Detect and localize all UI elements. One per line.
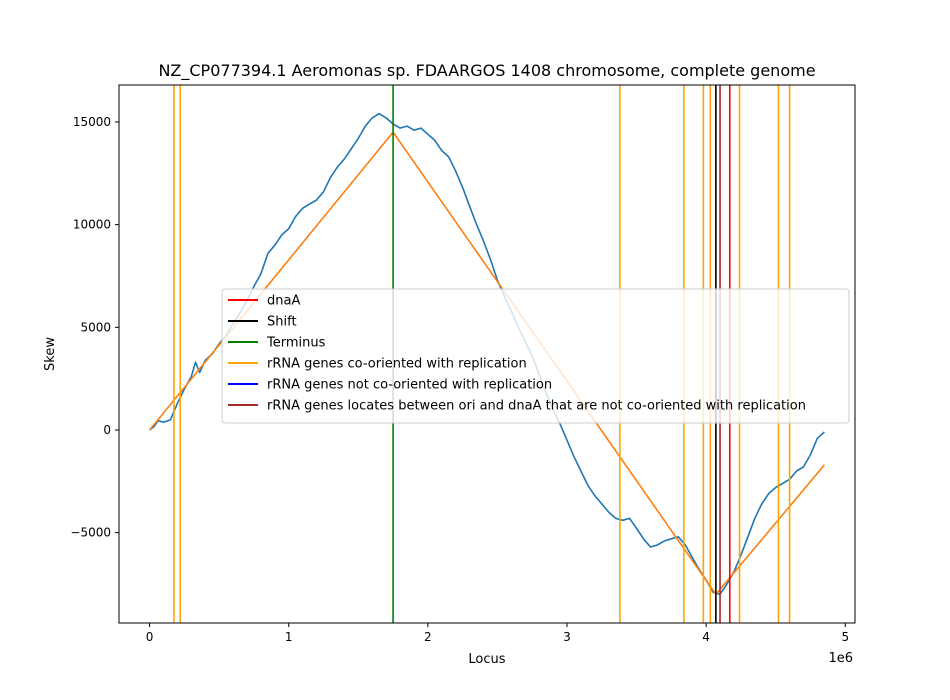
legend-entry: dnaA	[228, 294, 300, 309]
legend-entry: rRNA genes not co-oriented with replicat…	[228, 378, 552, 393]
legend-label: Terminus	[266, 336, 326, 351]
plot-frame	[118, 84, 856, 624]
x-axis-offset-label: 1e6	[828, 651, 853, 666]
y-tick-label: 15000	[73, 115, 111, 129]
x-axis-label: Locus	[468, 652, 505, 667]
legend-entry: rRNA genes locates between ori and dnaA …	[228, 399, 806, 414]
legend-label: rRNA genes co-oriented with replication	[267, 357, 527, 372]
chart-title: NZ_CP077394.1 Aeromonas sp. FDAARGOS 140…	[158, 61, 815, 81]
x-tick-label: 0	[146, 630, 154, 644]
legend-entry: Terminus	[228, 336, 326, 351]
legend-entry: rRNA genes co-oriented with replication	[228, 357, 527, 372]
y-tick-label: 0	[103, 423, 111, 437]
x-tick-label: 5	[841, 630, 849, 644]
y-tick-label: 5000	[80, 320, 111, 334]
legend-label: rRNA genes not co-oriented with replicat…	[267, 378, 552, 393]
legend-label: dnaA	[267, 294, 300, 309]
y-axis-label: Skew	[43, 337, 58, 371]
x-tick-label: 1	[285, 630, 293, 644]
legend-box	[221, 288, 850, 424]
x-tick-label: 4	[702, 630, 710, 644]
y-tick-label: 10000	[73, 218, 111, 232]
legend-entry: Shift	[228, 315, 297, 330]
x-tick-label: 3	[563, 630, 571, 644]
legend-label: Shift	[267, 315, 297, 330]
legend: dnaA Shift Terminus rRNA genes co-oriented …	[221, 288, 850, 424]
legend-label: rRNA genes locates between ori and dnaA …	[267, 399, 806, 414]
y-axis: −5000 0 5000 10000 15000	[70, 115, 119, 540]
y-tick-label: −5000	[70, 526, 111, 540]
x-tick-label: 2	[424, 630, 432, 644]
x-axis: 0 1 2 3 4 5	[146, 623, 849, 644]
